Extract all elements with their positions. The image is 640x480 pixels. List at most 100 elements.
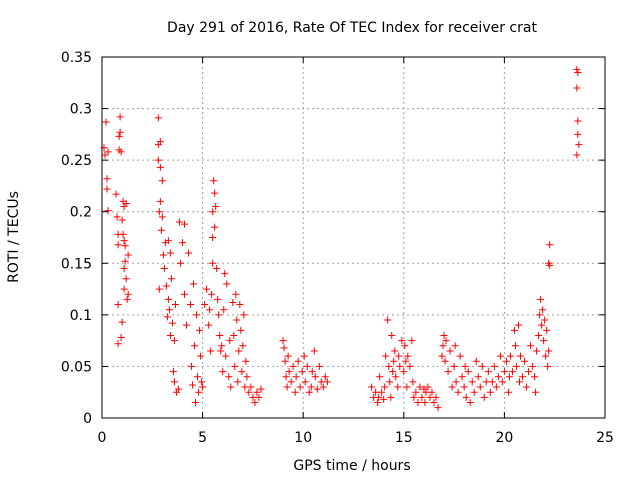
data-point xyxy=(386,378,394,386)
data-point xyxy=(294,357,302,365)
data-point xyxy=(529,362,537,370)
data-point xyxy=(374,399,382,407)
data-point xyxy=(211,223,219,231)
data-point xyxy=(195,388,203,396)
data-point xyxy=(229,298,237,306)
data-point xyxy=(242,357,250,365)
data-point xyxy=(212,203,220,211)
data-point xyxy=(574,117,582,125)
data-point xyxy=(308,368,316,376)
data-point xyxy=(480,393,488,401)
data-point xyxy=(188,362,196,370)
data-point xyxy=(165,306,173,314)
data-point xyxy=(546,261,554,269)
data-point xyxy=(511,342,519,350)
data-point xyxy=(539,306,547,314)
data-point xyxy=(114,340,122,348)
data-point xyxy=(104,148,112,156)
data-point xyxy=(209,234,217,241)
data-point xyxy=(215,311,223,319)
data-point xyxy=(451,342,459,350)
data-point xyxy=(544,362,552,370)
x-tick-label: 20 xyxy=(495,430,513,446)
data-point xyxy=(315,362,323,370)
data-point xyxy=(476,383,484,391)
data-point xyxy=(155,208,163,216)
data-point xyxy=(291,388,299,396)
data-point xyxy=(525,368,533,376)
data-point xyxy=(575,141,583,149)
data-point xyxy=(388,331,396,339)
data-point xyxy=(394,383,402,391)
data-point xyxy=(446,347,454,355)
data-point xyxy=(426,393,434,401)
data-point xyxy=(230,331,238,339)
plot-frame xyxy=(101,56,606,419)
data-point xyxy=(464,368,472,376)
data-point xyxy=(490,362,498,370)
chart-title: Day 291 of 2016, Rate Of TEC Index for r… xyxy=(167,20,537,36)
data-point xyxy=(380,395,388,403)
data-point xyxy=(122,199,130,207)
data-point xyxy=(384,316,392,324)
data-point xyxy=(209,259,217,267)
data-point xyxy=(368,383,376,391)
data-point xyxy=(533,347,541,355)
data-point xyxy=(115,132,123,140)
data-point xyxy=(116,128,124,136)
data-point xyxy=(410,393,418,401)
data-point xyxy=(305,388,313,396)
data-point xyxy=(219,368,227,376)
data-point xyxy=(298,368,306,376)
data-point xyxy=(439,342,447,350)
data-point xyxy=(466,399,474,407)
data-point xyxy=(376,373,384,381)
data-point xyxy=(396,362,404,370)
data-point xyxy=(157,226,165,234)
data-point xyxy=(117,334,125,342)
data-point xyxy=(424,383,432,391)
data-point xyxy=(543,326,551,334)
data-point xyxy=(206,306,214,314)
data-point xyxy=(156,163,164,171)
data-point xyxy=(442,337,450,345)
data-point xyxy=(512,362,520,370)
data-point xyxy=(220,306,228,314)
data-point xyxy=(279,337,287,345)
data-point xyxy=(238,368,246,376)
data-point xyxy=(112,190,120,198)
data-point xyxy=(170,378,178,386)
data-point xyxy=(192,399,200,407)
data-point xyxy=(412,388,420,396)
data-point xyxy=(454,388,462,396)
x-tick-label: 0 xyxy=(98,430,107,446)
data-point xyxy=(470,388,478,396)
data-point xyxy=(406,362,414,370)
data-point xyxy=(160,264,168,272)
data-point xyxy=(180,290,188,298)
data-point xyxy=(249,393,257,401)
data-point xyxy=(472,357,480,365)
data-point xyxy=(164,237,172,245)
data-point xyxy=(194,373,202,381)
data-point xyxy=(123,295,131,303)
data-point xyxy=(409,378,417,386)
data-point xyxy=(537,295,545,303)
data-point xyxy=(232,290,240,298)
data-point xyxy=(243,373,251,381)
data-point xyxy=(395,352,403,360)
data-point xyxy=(390,357,398,365)
data-point xyxy=(301,378,309,386)
data-point xyxy=(313,385,321,393)
data-point xyxy=(387,393,395,401)
data-point xyxy=(154,156,162,164)
data-point xyxy=(120,237,128,245)
data-point xyxy=(169,368,177,376)
data-point xyxy=(382,352,390,360)
y-tick-label: 0.05 xyxy=(61,359,92,375)
data-point xyxy=(103,185,111,193)
data-point xyxy=(456,352,464,360)
data-point xyxy=(155,285,163,293)
data-point xyxy=(191,342,199,350)
